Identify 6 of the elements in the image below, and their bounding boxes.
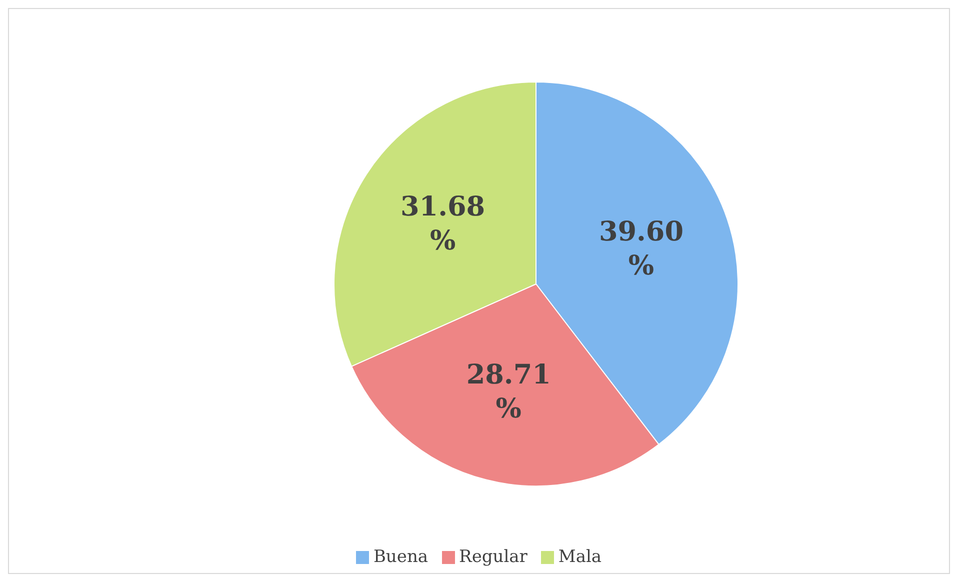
data-label: 28.71 % [466, 359, 551, 424]
data-label: 31.68 % [400, 191, 486, 256]
data-label: 39.60 % [598, 216, 684, 281]
legend-label: Regular [459, 547, 528, 567]
legend-label: Mala [558, 547, 602, 567]
legend-label: Buena [373, 547, 428, 567]
